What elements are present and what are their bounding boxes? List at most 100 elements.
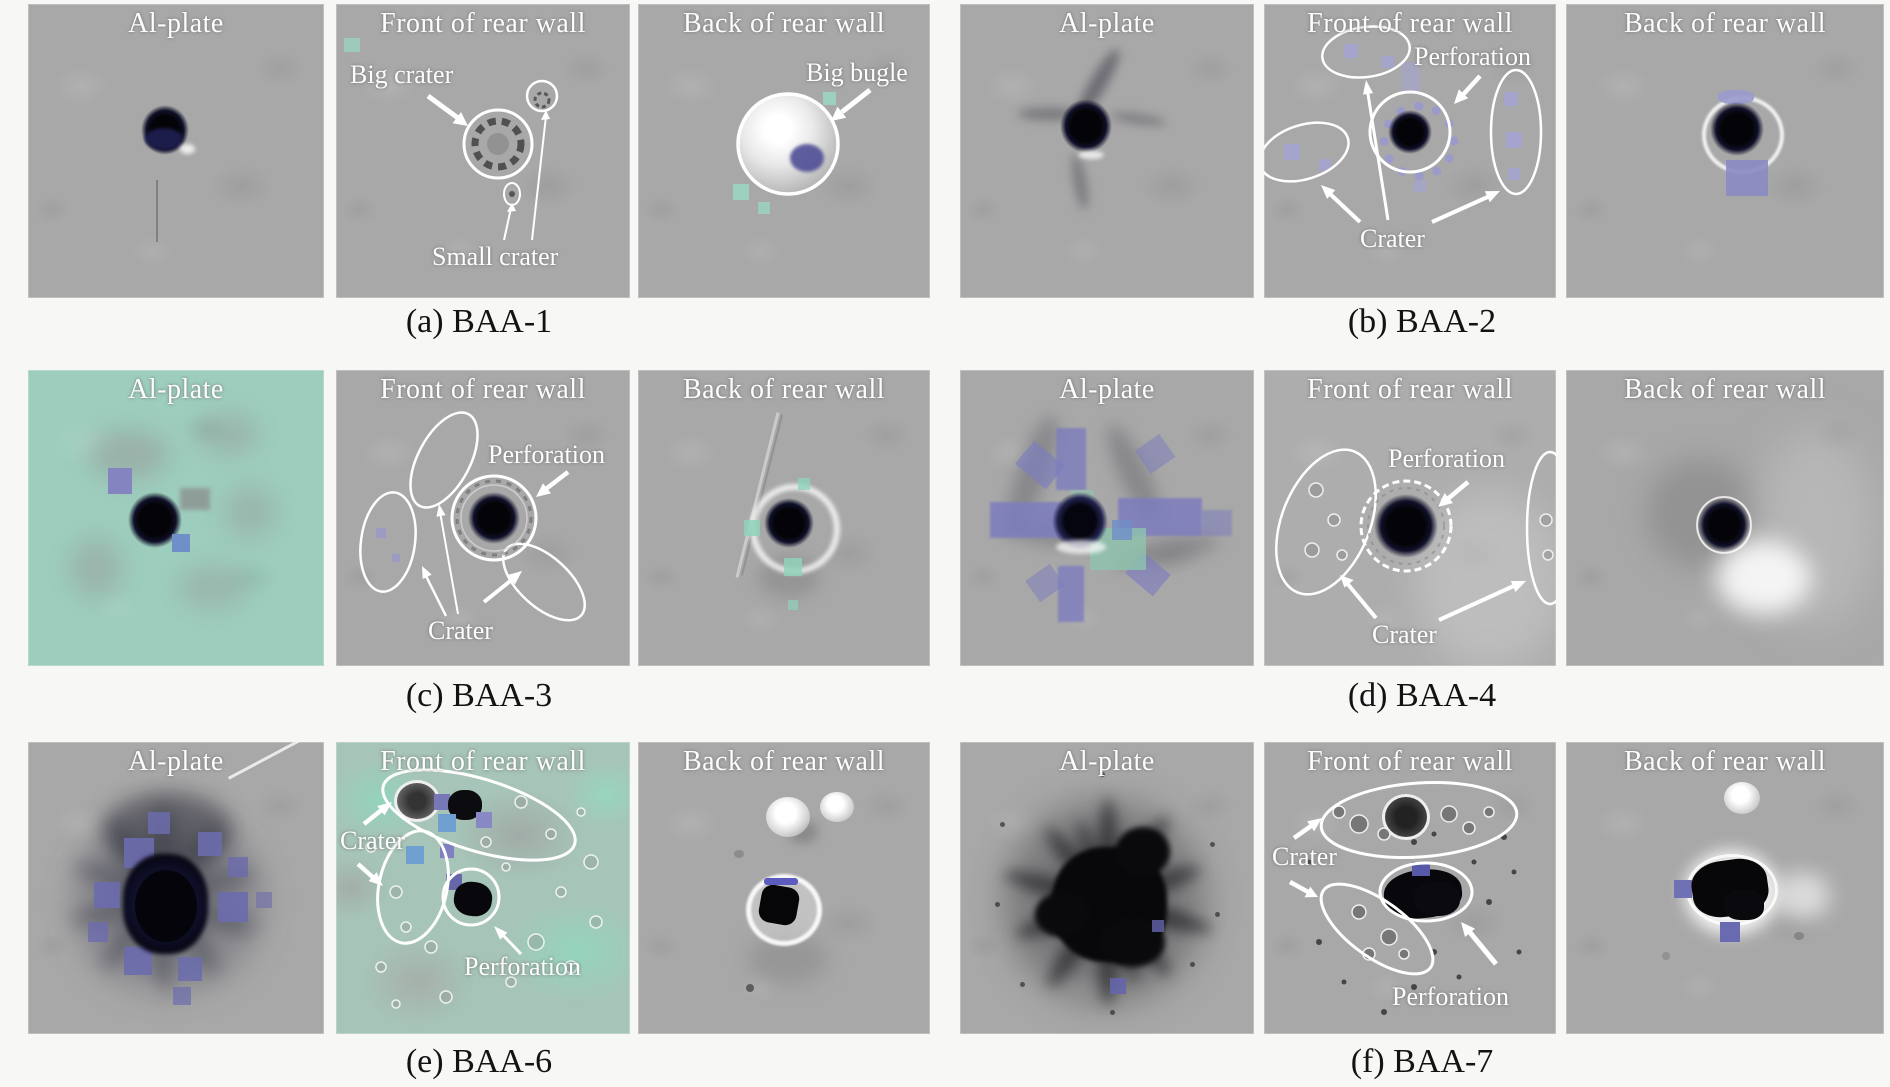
- impact-hole: [1060, 99, 1112, 153]
- panel-b-al-plate: Al-plate: [960, 4, 1254, 298]
- debris-purple: [94, 882, 120, 908]
- panel-e-al-plate: Al-plate: [28, 742, 324, 1034]
- debris-purple: [256, 892, 272, 908]
- debris-purple: [1412, 862, 1430, 876]
- caption-f: (f) BAA-7: [1350, 1043, 1494, 1080]
- panel-d-back-of-rear-wall: Back of rear wall: [1566, 370, 1884, 666]
- debris-purple: [1202, 510, 1232, 536]
- mottle: [198, 414, 258, 454]
- white-bump: [1724, 782, 1760, 814]
- debris-purple: [990, 502, 1062, 538]
- speck: [1210, 842, 1215, 847]
- panel-e-back-of-rear-wall: Back of rear wall: [638, 742, 930, 1034]
- annotation-crater: Crater: [1372, 620, 1437, 649]
- debris-purple: [1674, 880, 1692, 898]
- debris-purple: [1414, 180, 1426, 192]
- debris-teal: [798, 478, 810, 490]
- panel-title: Back of rear wall: [1623, 8, 1827, 39]
- speck: [1110, 1010, 1115, 1015]
- panel-b-front-of-rear-wall: Front of rear wall Perforation Crater: [1264, 4, 1556, 298]
- white-spot: [1774, 872, 1830, 920]
- panel-d-al-plate: Al-plate: [960, 370, 1254, 666]
- panel-title: Al-plate: [1059, 8, 1155, 39]
- panel-b-back-of-rear-wall: Back of rear wall: [1566, 4, 1884, 298]
- annotation-perforation: Perforation: [1392, 982, 1509, 1011]
- speck: [1020, 982, 1025, 987]
- perforation-hole: [1388, 110, 1432, 154]
- crater-rimmed: [1382, 794, 1430, 840]
- panel-a-back-of-rear-wall: Back of rear wall Big bugle: [638, 4, 930, 298]
- annotation-big-crater: Big crater: [350, 60, 454, 89]
- glint: [1078, 151, 1104, 159]
- debris-purple: [1344, 44, 1358, 58]
- panel-title: Back of rear wall: [682, 374, 886, 405]
- bulge: [738, 94, 838, 194]
- caption-e: (e) BAA-6: [405, 1043, 553, 1080]
- panel-title: Front of rear wall: [1307, 374, 1513, 405]
- white-bump: [766, 797, 810, 837]
- debris-purple: [476, 812, 492, 828]
- annotation-perforation: Perforation: [1414, 42, 1531, 71]
- debris-purple: [1506, 132, 1522, 148]
- panel-title: Al-plate: [1059, 374, 1155, 405]
- panel-title: Front of rear wall: [380, 374, 586, 405]
- debris-blue: [406, 846, 424, 864]
- hole-tint: [145, 128, 183, 150]
- debris-gray: [180, 488, 210, 510]
- streak: [1109, 110, 1167, 128]
- panel-title: Front of rear wall: [1307, 8, 1513, 39]
- perforation-hole: [451, 879, 495, 919]
- impact-hole: [756, 882, 802, 928]
- panel-e-front-of-rear-wall: Front of rear wall Crater Perforation: [336, 742, 630, 1034]
- caption-b: (b) BAA-2: [1347, 303, 1497, 340]
- speck: [746, 984, 754, 992]
- speck: [995, 902, 1000, 907]
- annotation-crater: Crater: [1360, 224, 1425, 253]
- panel-title: Back of rear wall: [682, 8, 886, 39]
- splatter-core-inner: [135, 870, 197, 942]
- white-bump: [820, 792, 854, 822]
- impact-hole: [1696, 496, 1752, 554]
- scratch: [156, 180, 158, 242]
- debris-teal: [823, 92, 836, 105]
- glint: [1056, 540, 1106, 554]
- panel-title: Front of rear wall: [380, 746, 586, 777]
- speck: [1100, 772, 1105, 777]
- debris-purple: [124, 947, 152, 975]
- panel-d-front-of-rear-wall: Front of rear wall Perforation Crater: [1264, 370, 1556, 666]
- annotation-crater: Crater: [428, 616, 493, 645]
- annotation-crater: Crater: [340, 826, 405, 855]
- impact-hole: [1710, 102, 1764, 156]
- debris-teal: [733, 184, 749, 200]
- panel-title: Al-plate: [128, 374, 224, 405]
- speck: [1215, 912, 1220, 917]
- speck: [1000, 822, 1005, 827]
- perforation-hole: [468, 492, 520, 544]
- panel-a-al-plate: Al-plate: [28, 4, 324, 298]
- caption-a: (a) BAA-1: [405, 303, 553, 340]
- panel-title: Al-plate: [1059, 746, 1155, 777]
- mottle: [224, 486, 276, 538]
- annotation-big-bugle: Big bugle: [806, 58, 908, 87]
- panel-title: Al-plate: [128, 8, 224, 39]
- debris-purple: [1508, 168, 1520, 180]
- panel-f-al-plate: Al-plate: [960, 742, 1254, 1034]
- debris-purple: [173, 987, 191, 1005]
- debris-purple: [1718, 90, 1754, 104]
- perforation-hole: [1374, 494, 1438, 558]
- annotation-perforation: Perforation: [1388, 444, 1505, 473]
- debris-purple: [88, 922, 108, 942]
- debris-purple: [1056, 428, 1086, 490]
- debris-purple: [1382, 56, 1394, 68]
- debris-purple: [198, 832, 222, 856]
- panel-title: Back of rear wall: [1623, 374, 1827, 405]
- panel-f-front-of-rear-wall: Front of rear wall Crater Perforation: [1264, 742, 1556, 1034]
- speck: [1662, 952, 1670, 960]
- debris-purple: [228, 857, 248, 877]
- debris-purple: [1504, 92, 1518, 106]
- debris-purple: [178, 957, 202, 981]
- debris-purple: [218, 892, 248, 922]
- panel-a-front-of-rear-wall: Front of rear wall Big crater Small crat…: [336, 4, 630, 298]
- panel-f-back-of-rear-wall: Back of rear wall: [1566, 742, 1884, 1034]
